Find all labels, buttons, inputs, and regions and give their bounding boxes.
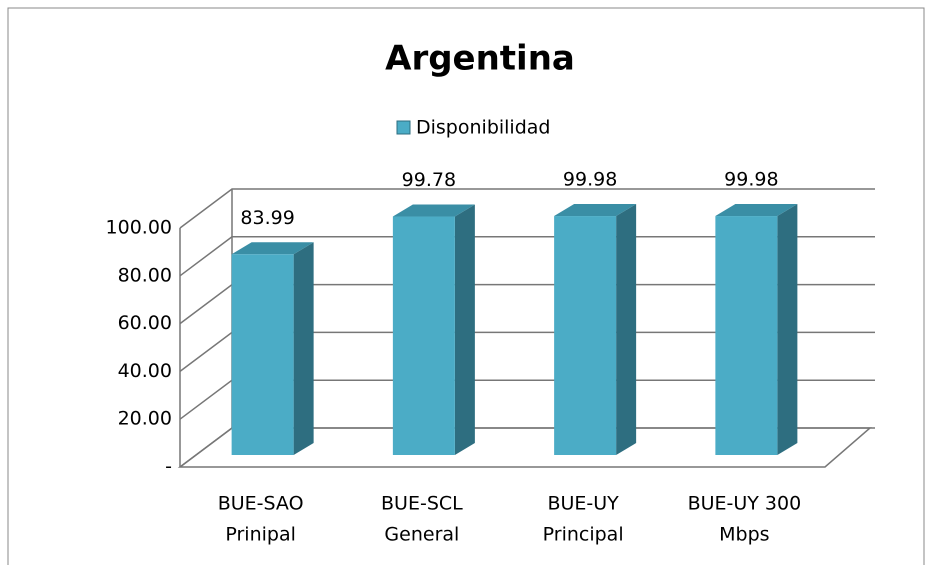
x-tick-label: Prinipal <box>225 524 296 546</box>
bar-top <box>715 204 798 217</box>
x-tick-label: Mbps <box>719 524 769 546</box>
y-tick-label: 80.00 <box>118 264 172 286</box>
bar-side <box>616 204 637 455</box>
y-tick-label: 20.00 <box>118 408 172 430</box>
x-tick-label: General <box>384 524 459 546</box>
x-tick-label: BUE-SAO <box>218 493 304 515</box>
x-tick-label: BUE-SCL <box>381 493 463 515</box>
y-tick-label: 100.00 <box>106 217 172 239</box>
y-tick-label: 60.00 <box>118 312 172 334</box>
x-tick-label: BUE-UY 300 <box>688 493 802 515</box>
bar-top <box>231 242 314 255</box>
bar <box>715 216 778 455</box>
bar <box>554 216 617 455</box>
value-label: 99.78 <box>402 169 456 191</box>
legend-swatch <box>396 120 411 135</box>
bar <box>231 254 294 455</box>
bar-side <box>293 242 314 455</box>
bar-side <box>454 204 475 455</box>
bar <box>392 216 455 455</box>
x-tick-label: Principal <box>543 524 624 546</box>
value-label: 83.99 <box>240 207 294 229</box>
y-tick-label: - <box>165 456 172 478</box>
bar-side <box>777 204 798 455</box>
bar-top <box>554 204 637 217</box>
x-tick-label: BUE-UY <box>547 493 619 515</box>
value-label: 99.98 <box>563 169 617 191</box>
y-tick-label: 40.00 <box>118 360 172 382</box>
legend-label: Disponibilidad <box>416 117 550 139</box>
chart-title: Argentina <box>385 39 575 79</box>
bar-top <box>392 204 475 217</box>
value-label: 99.98 <box>724 169 778 191</box>
